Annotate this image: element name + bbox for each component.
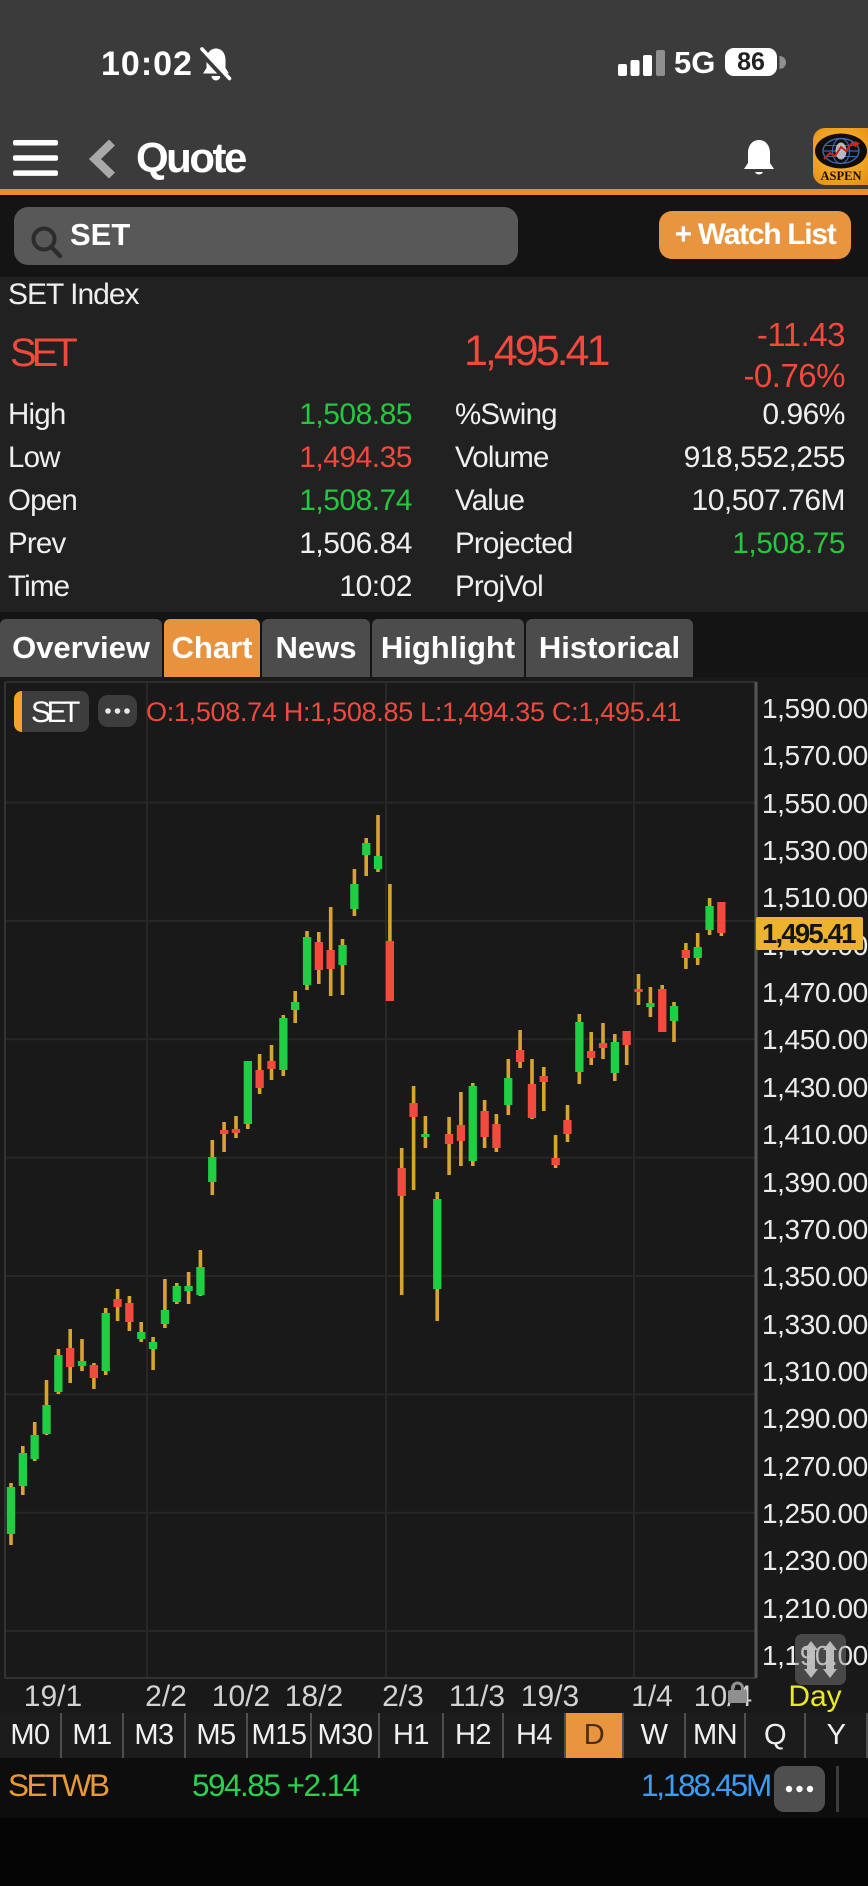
svg-text:86: 86 — [737, 48, 765, 76]
svg-text:ASPEN: ASPEN — [821, 169, 862, 183]
